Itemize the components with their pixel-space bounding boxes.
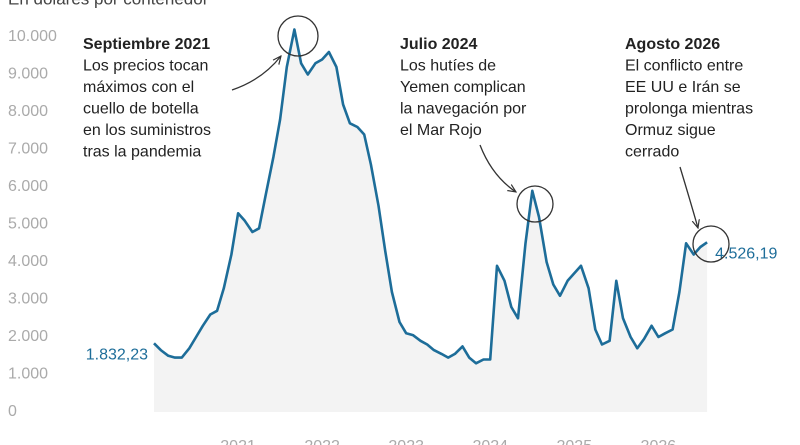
annotation-text: la navegación por <box>400 101 527 118</box>
annotation-text: cerrado <box>625 144 679 161</box>
annotation-text: EE UU e Irán se <box>625 79 741 96</box>
annotation-text: en los suministros <box>83 122 211 139</box>
y-tick-label: 2.000 <box>8 328 48 345</box>
annotation-text: el Mar Rojo <box>400 122 482 139</box>
x-tick-label: 2022 <box>304 438 340 445</box>
subtitle: En dólares por contenedor <box>8 0 209 8</box>
annotation-text: El conflicto entre <box>625 58 743 75</box>
arrow <box>479 144 516 192</box>
annotation-title: Agosto 2026 <box>625 36 720 53</box>
y-tick-label: 4.000 <box>8 253 48 270</box>
x-tick-label: 2026 <box>641 438 677 445</box>
y-tick-label: 6.000 <box>8 178 48 195</box>
x-tick-label: 2024 <box>472 438 508 445</box>
annotation-text: Ormuz sigue <box>625 122 716 139</box>
annotation-text: Los precios tocan <box>83 58 208 75</box>
x-tick-label: 2021 <box>220 438 256 445</box>
plot: 0 1.000 2.000 3.000 4.000 5.000 6.000 7.000 8.00… <box>8 28 777 445</box>
value-label: 4.526,19 <box>715 245 777 262</box>
y-tick-label: 10.000 <box>8 28 57 45</box>
highlight-circle <box>692 225 730 263</box>
x-tick-label: 2023 <box>388 438 424 445</box>
annotation-text: tras la pandemia <box>83 144 201 161</box>
y-tick-label: 3.000 <box>8 291 48 308</box>
x-tick-label: 2025 <box>557 438 593 445</box>
annotation-text: Los hutíes de <box>400 58 496 75</box>
annotation-text: máximos con el <box>83 79 194 96</box>
annotation-text: cuello de botella <box>83 101 199 118</box>
y-tick-label: 7.000 <box>8 141 48 158</box>
area <box>154 29 708 412</box>
annotation-title: Septiembre 2021 <box>83 36 210 53</box>
value-label: 1.832,23 <box>86 347 148 364</box>
arrow <box>231 56 281 91</box>
highlight-circle <box>277 15 319 57</box>
annotation-text: prolonga mientras <box>625 101 753 118</box>
line <box>153 28 708 365</box>
y-tick-label: 8.000 <box>8 103 48 120</box>
y-tick-label: 1.000 <box>8 366 48 383</box>
y-tick-label: 5.000 <box>8 216 48 233</box>
y-tick-label: 9.000 <box>8 66 48 83</box>
y-tick-label: 0 <box>8 403 17 420</box>
arrow <box>679 166 698 228</box>
highlight-circle <box>516 185 554 223</box>
annotation-title: Julio 2024 <box>400 36 477 53</box>
annotation-text: Yemen complican <box>400 79 526 96</box>
